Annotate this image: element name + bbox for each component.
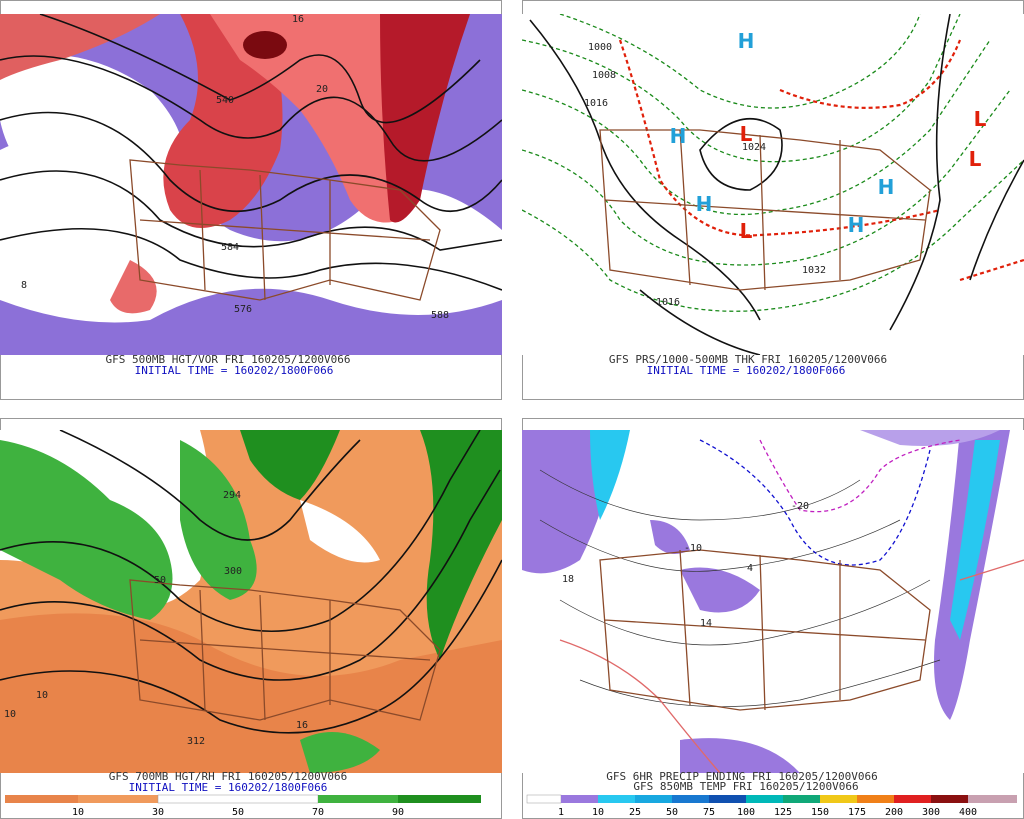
- contour-label: 20: [316, 84, 328, 95]
- colorbar: [5, 794, 481, 804]
- contour-label: 10: [36, 690, 48, 701]
- contour-label: 18: [562, 574, 574, 585]
- map-caption: GFS 700MB HGT/RH FRI 160205/1200V066: [109, 770, 347, 783]
- map-caption: GFS 6HR PRECIP ENDING FRI 160205/1200V06…: [606, 770, 878, 783]
- contour-label: 1000: [588, 42, 612, 53]
- colorbar-label: 125: [774, 807, 792, 818]
- colorbar-label: 10: [592, 807, 604, 818]
- colorbar-label: 50: [666, 807, 678, 818]
- contour-label: 294: [223, 490, 241, 501]
- contour-label: 16: [296, 720, 308, 731]
- contour-label: 16: [292, 14, 304, 25]
- colorbar-label: 90: [392, 807, 404, 818]
- contour-label: 4: [747, 563, 753, 574]
- contour-label: 540: [216, 95, 234, 106]
- colorbar-label: 150: [811, 807, 829, 818]
- map-precip: 18 14 -10 -20 4: [522, 430, 1024, 773]
- colorbar-label: 50: [232, 807, 244, 818]
- map-caption: GFS 500MB HGT/VOR FRI 160205/1200V066: [105, 353, 350, 366]
- pressure-center: H: [738, 29, 755, 53]
- colorbar: [526, 794, 1017, 804]
- colorbar-label: 70: [312, 807, 324, 818]
- pressure-center: L: [740, 122, 753, 146]
- map-500mb: 540 576 588 584 16 20 8: [0, 14, 502, 355]
- contour-label: 1024: [742, 142, 766, 153]
- contour-label: 312: [187, 736, 205, 747]
- contour-label: 576: [234, 304, 252, 315]
- pressure-center: H: [696, 192, 713, 216]
- map-pressure: H H H H H L L L L 1000 1008 1016 1024 10…: [522, 14, 1024, 355]
- colorbar-label: 100: [737, 807, 755, 818]
- map-caption: INITIAL TIME = 160202/1800F066: [135, 364, 334, 377]
- colorbar-label: 25: [629, 807, 641, 818]
- contour-label: 584: [221, 242, 239, 253]
- colorbar-label: 300: [922, 807, 940, 818]
- contour-label: 10: [4, 709, 16, 720]
- contour-label: 50: [154, 575, 166, 586]
- contour-label: 300: [224, 566, 242, 577]
- colorbar-label: 200: [885, 807, 903, 818]
- pressure-center: L: [974, 107, 987, 131]
- map-caption: GFS 850MB TEMP FRI 160205/1200V066: [633, 780, 858, 793]
- map-700mb: 10 50 300 294 312 16 10: [0, 430, 502, 773]
- pressure-center: L: [740, 219, 753, 243]
- map-caption: INITIAL TIME = 160202/1800F066: [647, 364, 846, 377]
- colorbar-label: 1: [558, 807, 564, 818]
- contour-label: -10: [684, 543, 702, 554]
- contour-label: 588: [431, 310, 449, 321]
- colorbar-label: 400: [959, 807, 977, 818]
- pressure-center: H: [878, 175, 895, 199]
- contour-label: -20: [791, 501, 809, 512]
- pressure-center: H: [848, 213, 865, 237]
- colorbar-label: 30: [152, 807, 164, 818]
- contour-label: 1016: [584, 98, 608, 109]
- colorbar-label: 175: [848, 807, 866, 818]
- contour-label: 1032: [802, 265, 826, 276]
- pressure-center: H: [670, 124, 687, 148]
- pressure-center: L: [969, 147, 982, 171]
- colorbar-label: 75: [703, 807, 715, 818]
- contour-label: 8: [21, 280, 27, 291]
- contour-label: 14: [700, 618, 712, 629]
- map-caption: GFS PRS/1000-500MB THK FRI 160205/1200V0…: [609, 353, 887, 366]
- contour-label: 1016: [656, 297, 680, 308]
- contour-label: 1008: [592, 70, 616, 81]
- colorbar-label: 10: [72, 807, 84, 818]
- map-caption: INITIAL TIME = 160202/1800F066: [129, 781, 328, 794]
